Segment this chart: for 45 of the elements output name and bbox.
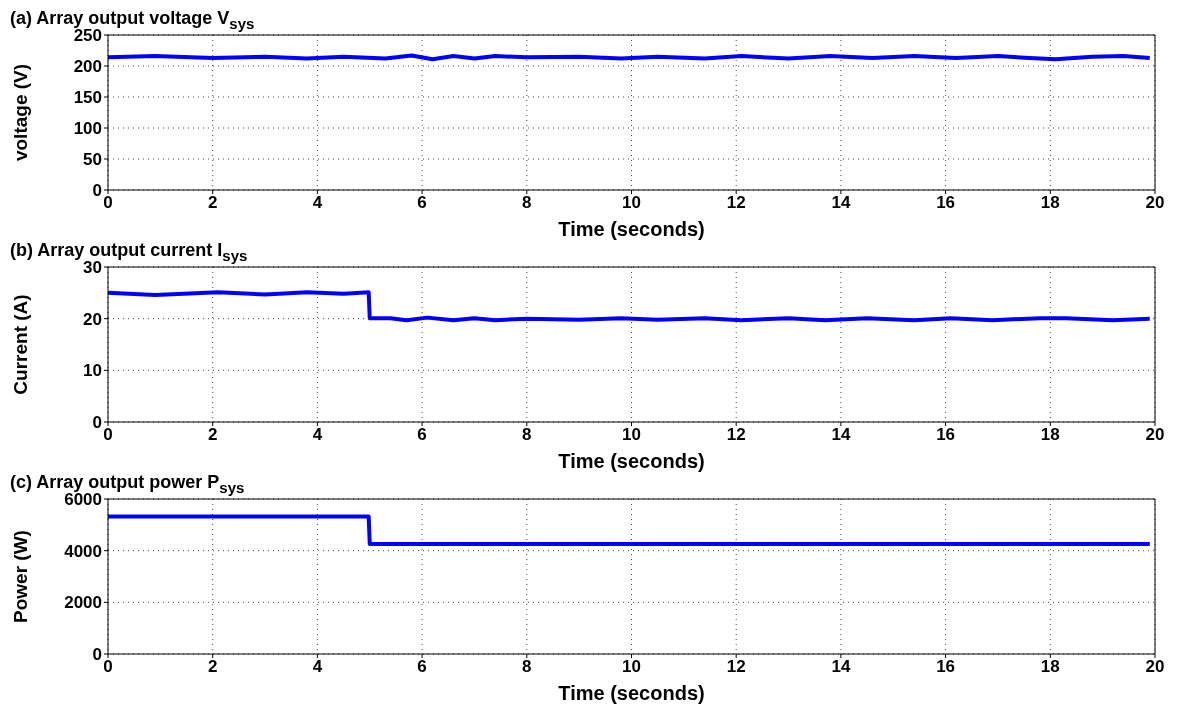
x-axis-title: Time (seconds) <box>558 450 705 472</box>
y-tick-label: 20 <box>83 309 102 329</box>
x-tick-label: 2 <box>207 425 218 445</box>
x-tick-label: 4 <box>312 425 323 445</box>
x-tick-label: 14 <box>831 193 851 213</box>
y-tick-label: 2000 <box>64 593 102 613</box>
x-tick-label: 10 <box>622 193 641 213</box>
x-tick-label: 20 <box>1145 425 1165 445</box>
x-tick-label: 10 <box>622 657 641 677</box>
x-tick-label: 12 <box>726 425 746 445</box>
x-tick-label: 2 <box>207 657 218 677</box>
line-series <box>108 290 1152 323</box>
x-tick-label: 20 <box>1145 657 1165 677</box>
x-axis-title: Time (seconds) <box>558 218 705 240</box>
y-tick-label: 100 <box>73 119 102 139</box>
y-tick-label: 10 <box>83 361 102 381</box>
x-tick-label: 4 <box>312 193 323 213</box>
x-tick-label: 6 <box>417 193 427 213</box>
y-tick-label: 200 <box>73 57 102 77</box>
x-tick-label: 16 <box>936 425 956 445</box>
y-tick-label: 4000 <box>64 541 102 561</box>
x-tick-label: 16 <box>936 193 956 213</box>
x-tick-label: 6 <box>417 657 427 677</box>
x-tick-label: 18 <box>1040 657 1060 677</box>
x-tick-label: 14 <box>831 425 851 445</box>
x-tick-label: 12 <box>726 657 746 677</box>
y-axis-title: Power (W) <box>9 530 31 623</box>
x-axis-title: Time (seconds) <box>558 682 705 704</box>
x-tick-label: 14 <box>831 657 851 677</box>
x-tick-label: 4 <box>312 657 323 677</box>
y-tick-label: 50 <box>83 150 102 170</box>
x-tick-label: 20 <box>1145 193 1165 213</box>
x-tick-label: 8 <box>522 193 532 213</box>
y-axis-title: voltage (V) <box>9 63 31 162</box>
x-tick-label: 10 <box>622 425 641 445</box>
x-tick-label: 6 <box>417 425 427 445</box>
x-tick-label: 18 <box>1040 193 1060 213</box>
x-tick-label: 8 <box>522 657 532 677</box>
y-tick-label: 150 <box>73 88 102 108</box>
y-axis-title: Current (A) <box>9 294 31 395</box>
x-tick-label: 18 <box>1040 425 1060 445</box>
x-tick-label: 8 <box>522 425 532 445</box>
x-tick-label: 16 <box>936 657 956 677</box>
x-tick-label: 2 <box>207 193 218 213</box>
x-tick-label: 12 <box>726 193 746 213</box>
